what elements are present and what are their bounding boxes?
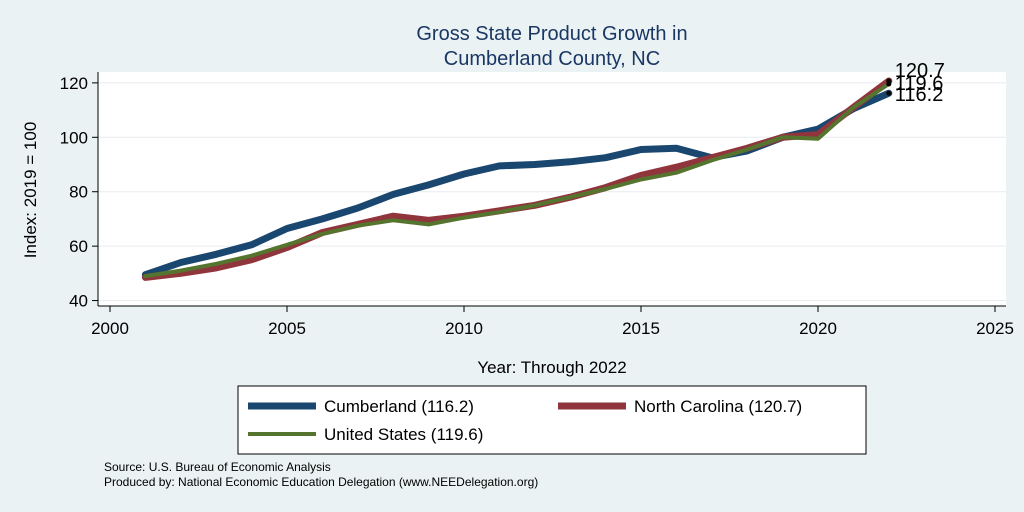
x-tick-label: 2025 bbox=[976, 319, 1014, 338]
chart-title-line-1: Gross State Product Growth in bbox=[416, 23, 687, 45]
plot-area bbox=[98, 72, 1006, 306]
legend-label-cumberland: Cumberland (116.2) bbox=[324, 397, 474, 416]
end-label-north-carolina: 120.7 bbox=[895, 60, 945, 82]
x-tick-label: 2015 bbox=[622, 319, 660, 338]
y-tick-label: 40 bbox=[69, 292, 88, 311]
series-line-united-states bbox=[143, 82, 891, 279]
source-note: Source: U.S. Bureau of Economic Analysis bbox=[104, 460, 331, 474]
legend-label-north-carolina: North Carolina (120.7) bbox=[634, 397, 802, 416]
x-tick-label: 2020 bbox=[799, 319, 837, 338]
end-label-cumberland: 116.2 bbox=[895, 84, 944, 106]
series-group bbox=[141, 77, 893, 281]
y-tick-label: 80 bbox=[69, 183, 88, 202]
x-tick-label: 2000 bbox=[91, 319, 129, 338]
legend: Cumberland (116.2) North Carolina (120.7… bbox=[237, 385, 867, 455]
x-axis-label: Year: Through 2022 bbox=[477, 358, 626, 377]
legend-box bbox=[237, 385, 867, 455]
axes: 40 60 80 100 120 2000 2005 2010 2015 2020 2025 bbox=[60, 72, 1014, 338]
x-tick-label: 2005 bbox=[268, 319, 306, 338]
end-point-marker bbox=[886, 90, 892, 96]
legend-label-united-states: United States (119.6) bbox=[324, 425, 483, 444]
x-tick-label: 2010 bbox=[445, 319, 483, 338]
produced-by-note: Produced by: National Economic Education… bbox=[104, 475, 538, 489]
y-tick-label: 120 bbox=[60, 74, 88, 93]
end-label-united-states: 119.6 bbox=[895, 73, 944, 95]
y-axis-label: Index: 2019 = 100 bbox=[21, 122, 40, 259]
y-tick-label: 100 bbox=[60, 128, 88, 147]
end-point-marker bbox=[886, 81, 892, 87]
chart-title-line-2: Cumberland County, NC bbox=[444, 48, 660, 70]
y-tick-label: 60 bbox=[69, 237, 88, 256]
chart-title: Gross State Product Growth in Cumberland… bbox=[416, 23, 687, 70]
